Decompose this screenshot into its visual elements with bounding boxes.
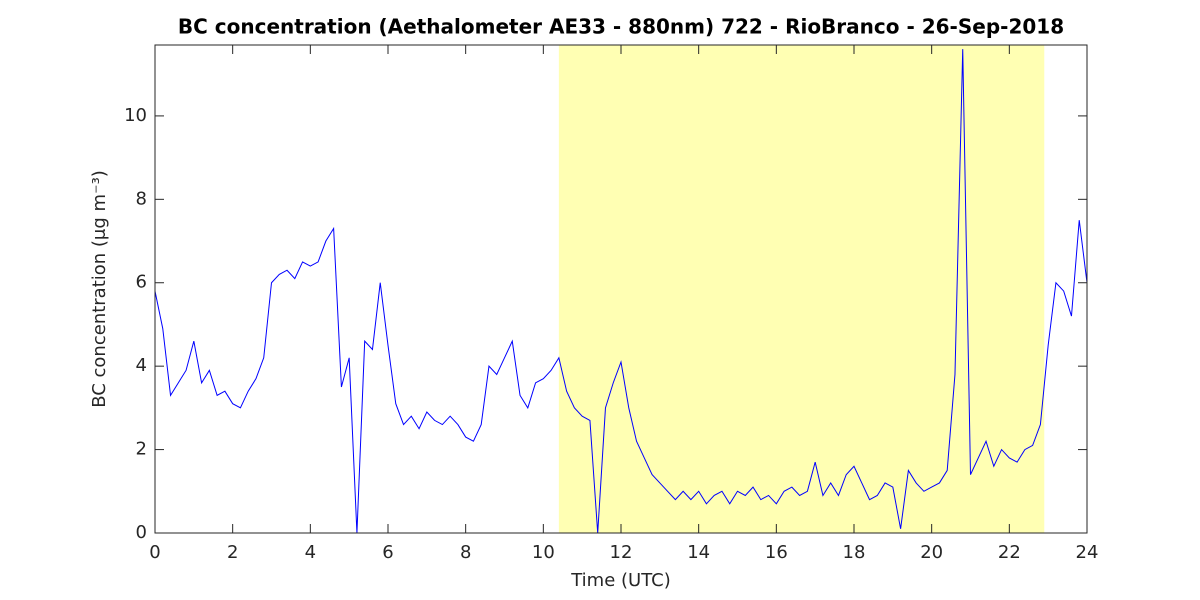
y-tick-label: 10 — [124, 105, 147, 126]
y-axis-label: BC concentration (μg m⁻³) — [89, 170, 110, 408]
x-tick-label: 16 — [765, 542, 788, 563]
y-tick-label: 8 — [136, 188, 147, 209]
y-tick-label: 4 — [136, 355, 147, 376]
x-tick-label: 18 — [843, 542, 866, 563]
x-tick-label: 22 — [998, 542, 1021, 563]
y-tick-label: 6 — [136, 272, 147, 293]
x-tick-label: 20 — [920, 542, 943, 563]
x-tick-label: 12 — [610, 542, 633, 563]
x-tick-label: 6 — [382, 542, 393, 563]
x-tick-label: 10 — [532, 542, 555, 563]
shaded-span — [558, 45, 1045, 533]
chart-title: BC concentration (Aethalometer AE33 - 88… — [178, 15, 1064, 39]
x-tick-label: 8 — [460, 542, 471, 563]
x-tick-label: 2 — [227, 542, 238, 563]
data-line — [154, 49, 1088, 534]
x-tick-label: 24 — [1076, 542, 1099, 563]
x-axis-label: Time (UTC) — [570, 570, 671, 591]
x-tick-label: 0 — [149, 542, 160, 563]
x-tick-label: 4 — [305, 542, 316, 563]
y-tick-label: 2 — [136, 439, 147, 460]
x-tick-label: 14 — [687, 542, 710, 563]
y-tick-label: 0 — [136, 522, 147, 543]
